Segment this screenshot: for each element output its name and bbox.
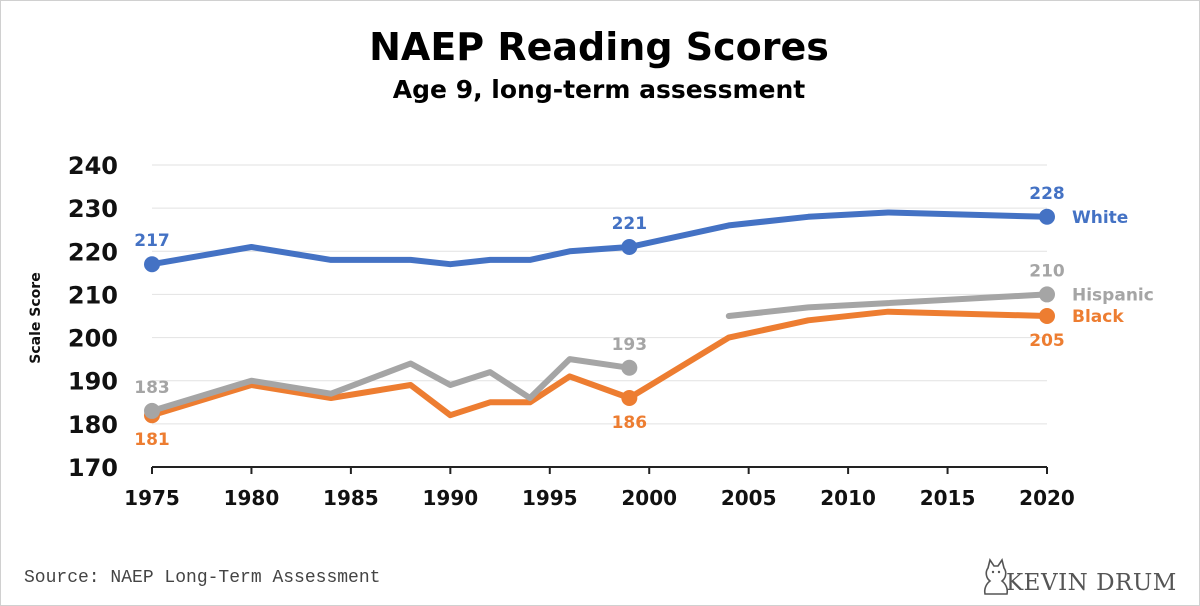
data-labels: 181 186 205 183 193 210 217 221 228 bbox=[134, 184, 1065, 450]
black-marker-1999 bbox=[621, 389, 638, 406]
y-axis-label: Scale Score bbox=[28, 272, 44, 363]
black-marker-2020 bbox=[1039, 308, 1055, 324]
series-group bbox=[144, 208, 1055, 424]
hispanic-data-label-1999: 193 bbox=[612, 335, 648, 355]
black-data-label-1975: 181 bbox=[134, 430, 170, 450]
y-tick-210: 210 bbox=[68, 281, 118, 309]
white-data-label-1999: 221 bbox=[612, 214, 648, 234]
chart-title: NAEP Reading Scores bbox=[369, 25, 829, 69]
x-tick-2010: 2010 bbox=[820, 486, 876, 510]
legend-white: White bbox=[1072, 208, 1128, 228]
y-tick-170: 170 bbox=[68, 454, 118, 482]
x-tick-2000: 2000 bbox=[621, 486, 677, 510]
hispanic-data-label-1975: 183 bbox=[134, 378, 170, 398]
source-note: Source: NAEP Long-Term Assessment bbox=[24, 568, 381, 588]
x-tick-1985: 1985 bbox=[323, 486, 379, 510]
white-marker-1999 bbox=[621, 238, 638, 255]
x-tick-2015: 2015 bbox=[920, 486, 976, 510]
white-line bbox=[149, 209, 1050, 268]
x-tick-2005: 2005 bbox=[721, 486, 777, 510]
black-data-label-1999: 186 bbox=[612, 413, 648, 433]
y-tick-190: 190 bbox=[68, 368, 118, 396]
white-marker-1975 bbox=[144, 256, 160, 273]
legend-hispanic: Hispanic bbox=[1072, 285, 1154, 305]
hispanic-marker-1999 bbox=[621, 359, 638, 376]
hispanic-line bbox=[149, 356, 633, 414]
hispanic-marker-1975 bbox=[144, 402, 160, 419]
legend-black: Black bbox=[1072, 307, 1124, 327]
cat-icon bbox=[983, 558, 1009, 595]
y-tick-180: 180 bbox=[68, 411, 118, 439]
hispanic-marker-2020 bbox=[1039, 286, 1055, 303]
x-tick-1995: 1995 bbox=[522, 486, 578, 510]
logo: KEVIN DRUM bbox=[980, 556, 1177, 596]
x-tick-1990: 1990 bbox=[422, 486, 478, 510]
white-marker-2020 bbox=[1039, 208, 1055, 225]
chart-subtitle: Age 9, long-term assessment bbox=[393, 75, 805, 104]
y-tick-240: 240 bbox=[68, 152, 118, 180]
x-tick-1980: 1980 bbox=[224, 486, 280, 510]
white-data-label-1975: 217 bbox=[134, 231, 170, 251]
hispanic-line-segment-2 bbox=[725, 291, 1050, 319]
y-tick-220: 220 bbox=[68, 238, 118, 266]
white-data-label-2020: 228 bbox=[1029, 184, 1065, 204]
y-tick-labels: 170 180 190 200 210 220 230 240 bbox=[68, 152, 118, 482]
hispanic-data-label-2020: 210 bbox=[1029, 261, 1065, 281]
logo-text: KEVIN DRUM bbox=[1006, 570, 1177, 596]
y-tick-200: 200 bbox=[68, 325, 118, 353]
black-data-label-2020: 205 bbox=[1029, 331, 1065, 351]
black-line bbox=[149, 308, 1050, 419]
gridlines bbox=[152, 164, 1047, 425]
x-tick-2020: 2020 bbox=[1019, 486, 1075, 510]
x-tick-labels: 1975 1980 1985 1990 1995 2000 2005 2010 2015 2020 bbox=[124, 467, 1075, 510]
y-tick-230: 230 bbox=[68, 195, 118, 223]
x-tick-1975: 1975 bbox=[124, 486, 180, 510]
